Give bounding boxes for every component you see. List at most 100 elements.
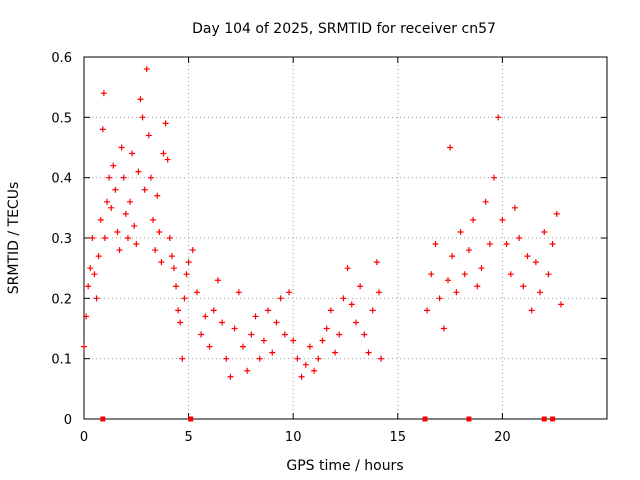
data-point xyxy=(106,174,113,181)
x-tick-label: 20 xyxy=(494,430,511,445)
data-point xyxy=(114,228,121,235)
baseline-point xyxy=(550,416,556,422)
data-point xyxy=(116,247,123,254)
data-point xyxy=(100,90,107,97)
data-point xyxy=(352,319,359,326)
data-point xyxy=(537,289,544,296)
data-point xyxy=(162,120,169,127)
data-point xyxy=(129,150,136,157)
data-point xyxy=(323,325,330,332)
data-point xyxy=(336,331,343,338)
data-point xyxy=(375,289,382,296)
data-point xyxy=(252,313,259,320)
data-point xyxy=(206,343,213,350)
data-point xyxy=(147,174,154,181)
data-point xyxy=(516,235,523,241)
x-tick-label: 5 xyxy=(184,430,192,445)
data-point xyxy=(470,216,477,223)
data-point xyxy=(154,192,161,199)
data-point xyxy=(244,367,251,374)
data-point xyxy=(177,319,184,326)
baseline-markers xyxy=(100,416,556,422)
data-point xyxy=(449,253,456,260)
data-point xyxy=(156,228,163,235)
data-point xyxy=(344,265,351,272)
data-point xyxy=(294,355,301,362)
data-point xyxy=(465,247,472,254)
data-point xyxy=(357,283,364,290)
data-point xyxy=(432,241,439,248)
data-point xyxy=(214,277,221,284)
data-point xyxy=(193,289,200,296)
data-point xyxy=(120,174,127,181)
data-point xyxy=(495,114,502,121)
data-point xyxy=(137,96,144,103)
data-point xyxy=(557,301,564,308)
data-point xyxy=(286,289,293,296)
data-point xyxy=(373,259,380,266)
data-point xyxy=(81,343,87,350)
data-point xyxy=(87,265,94,272)
data-point xyxy=(290,337,297,344)
plot-frame xyxy=(83,56,608,420)
data-point xyxy=(256,355,263,362)
data-point xyxy=(223,355,230,362)
data-point xyxy=(110,162,117,169)
data-point xyxy=(202,313,209,320)
data-point xyxy=(491,174,498,181)
data-point xyxy=(369,307,376,314)
data-point xyxy=(553,210,560,217)
data-point xyxy=(511,204,518,211)
data-point xyxy=(447,144,454,151)
data-point xyxy=(428,271,435,278)
data-point xyxy=(319,337,326,344)
data-point xyxy=(348,301,355,308)
data-point xyxy=(145,132,152,139)
data-point xyxy=(231,325,238,332)
data-point xyxy=(85,283,92,290)
data-point xyxy=(520,283,527,290)
data-point xyxy=(158,259,165,266)
baseline-point xyxy=(100,416,106,422)
data-point xyxy=(95,253,102,260)
data-point xyxy=(239,343,246,350)
data-point xyxy=(89,235,96,241)
data-point xyxy=(541,228,548,235)
data-point xyxy=(361,331,368,338)
data-point xyxy=(93,295,100,302)
baseline-point xyxy=(466,416,472,422)
data-point xyxy=(486,241,493,248)
data-point xyxy=(315,355,322,362)
y-tick-label: 0.6 xyxy=(51,51,72,66)
data-point xyxy=(298,373,305,380)
data-point xyxy=(143,66,150,73)
data-point xyxy=(545,271,552,278)
data-point xyxy=(135,168,142,175)
y-tick-label: 0.3 xyxy=(51,232,72,247)
data-point xyxy=(139,114,146,121)
data-point xyxy=(173,283,180,290)
data-point xyxy=(461,271,468,278)
data-point xyxy=(124,235,131,241)
data-point xyxy=(83,313,90,320)
data-point xyxy=(189,247,196,254)
x-axis-label: GPS time / hours xyxy=(286,458,403,474)
data-point xyxy=(235,289,242,296)
data-point xyxy=(175,307,182,314)
data-point xyxy=(179,355,186,362)
data-point xyxy=(365,349,372,356)
data-point xyxy=(91,271,98,278)
data-point xyxy=(260,337,267,344)
data-point xyxy=(503,241,510,248)
data-point xyxy=(532,259,539,266)
data-point xyxy=(482,198,489,205)
baseline-point xyxy=(188,416,194,422)
data-point xyxy=(306,343,313,350)
data-point xyxy=(269,349,276,356)
data-point xyxy=(378,355,385,362)
data-point xyxy=(340,295,347,302)
data-point xyxy=(131,222,138,229)
data-point xyxy=(101,235,108,241)
data-point xyxy=(528,307,535,314)
